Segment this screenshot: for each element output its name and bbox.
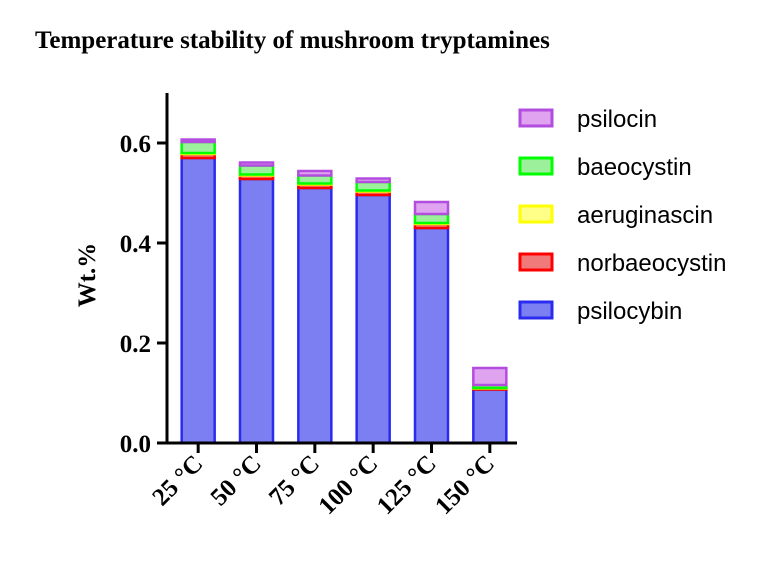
bar-segment-psilocybin-5 xyxy=(472,388,508,445)
x-tick-label-4: 125 °C xyxy=(372,450,442,520)
bar-segment-psilocin-2 xyxy=(297,169,333,177)
legend: psilocin baeocystin aeruginascin norbaeocys… xyxy=(518,106,726,325)
legend-swatch-norbaeocystin xyxy=(518,252,554,272)
legend-label-norbaeocystin: norbaeocystin xyxy=(577,250,726,277)
bar-segment-psilocin-4 xyxy=(413,200,450,216)
x-tick-label-0: 25 °C xyxy=(147,450,208,511)
y-tick-label-0: 0.0 xyxy=(120,431,151,458)
y-axis-label: Wt.% xyxy=(74,243,101,308)
y-tick-label-2: 0.4 xyxy=(120,231,152,258)
bar-segment-baeocystin-3 xyxy=(355,180,391,192)
bar-segment-psilocybin-0 xyxy=(180,156,216,445)
bar-segment-psilocin-1 xyxy=(238,161,275,167)
bar-segment-baeocystin-4 xyxy=(413,212,450,225)
y-tick-label-3: 0.6 xyxy=(120,131,151,158)
legend-swatch-aeruginascin xyxy=(518,204,554,224)
bar-segment-psilocybin-3 xyxy=(355,193,391,445)
legend-label-baeocystin: baeocystin xyxy=(577,154,692,181)
x-tick-label-3: 100 °C xyxy=(314,450,384,520)
legend-swatch-psilocybin xyxy=(518,300,554,320)
bars-group xyxy=(180,138,508,445)
legend-label-aeruginascin: aeruginascin xyxy=(577,202,713,229)
y-tick-label-1: 0.2 xyxy=(120,331,151,358)
x-tick-label-5: 150 °C xyxy=(430,450,500,520)
chart-title: Temperature stability of mushroom trypta… xyxy=(35,27,550,54)
legend-label-psilocin: psilocin xyxy=(577,106,657,133)
legend-label-psilocybin: psilocybin xyxy=(577,298,682,325)
legend-swatch-baeocystin xyxy=(518,156,554,176)
bar-segment-psilocybin-2 xyxy=(297,186,333,445)
bar-segment-psilocybin-1 xyxy=(238,177,275,445)
x-tick-label-1: 50 °C xyxy=(206,450,267,511)
bar-segment-baeocystin-0 xyxy=(180,140,216,155)
bar-segment-psilocin-0 xyxy=(180,138,216,144)
bar-segment-psilocin-5 xyxy=(472,366,508,387)
bar-segment-baeocystin-1 xyxy=(238,164,275,176)
legend-swatch-psilocin xyxy=(518,108,554,128)
bar-segment-psilocybin-4 xyxy=(413,226,450,445)
bar-segment-psilocin-3 xyxy=(355,177,391,184)
